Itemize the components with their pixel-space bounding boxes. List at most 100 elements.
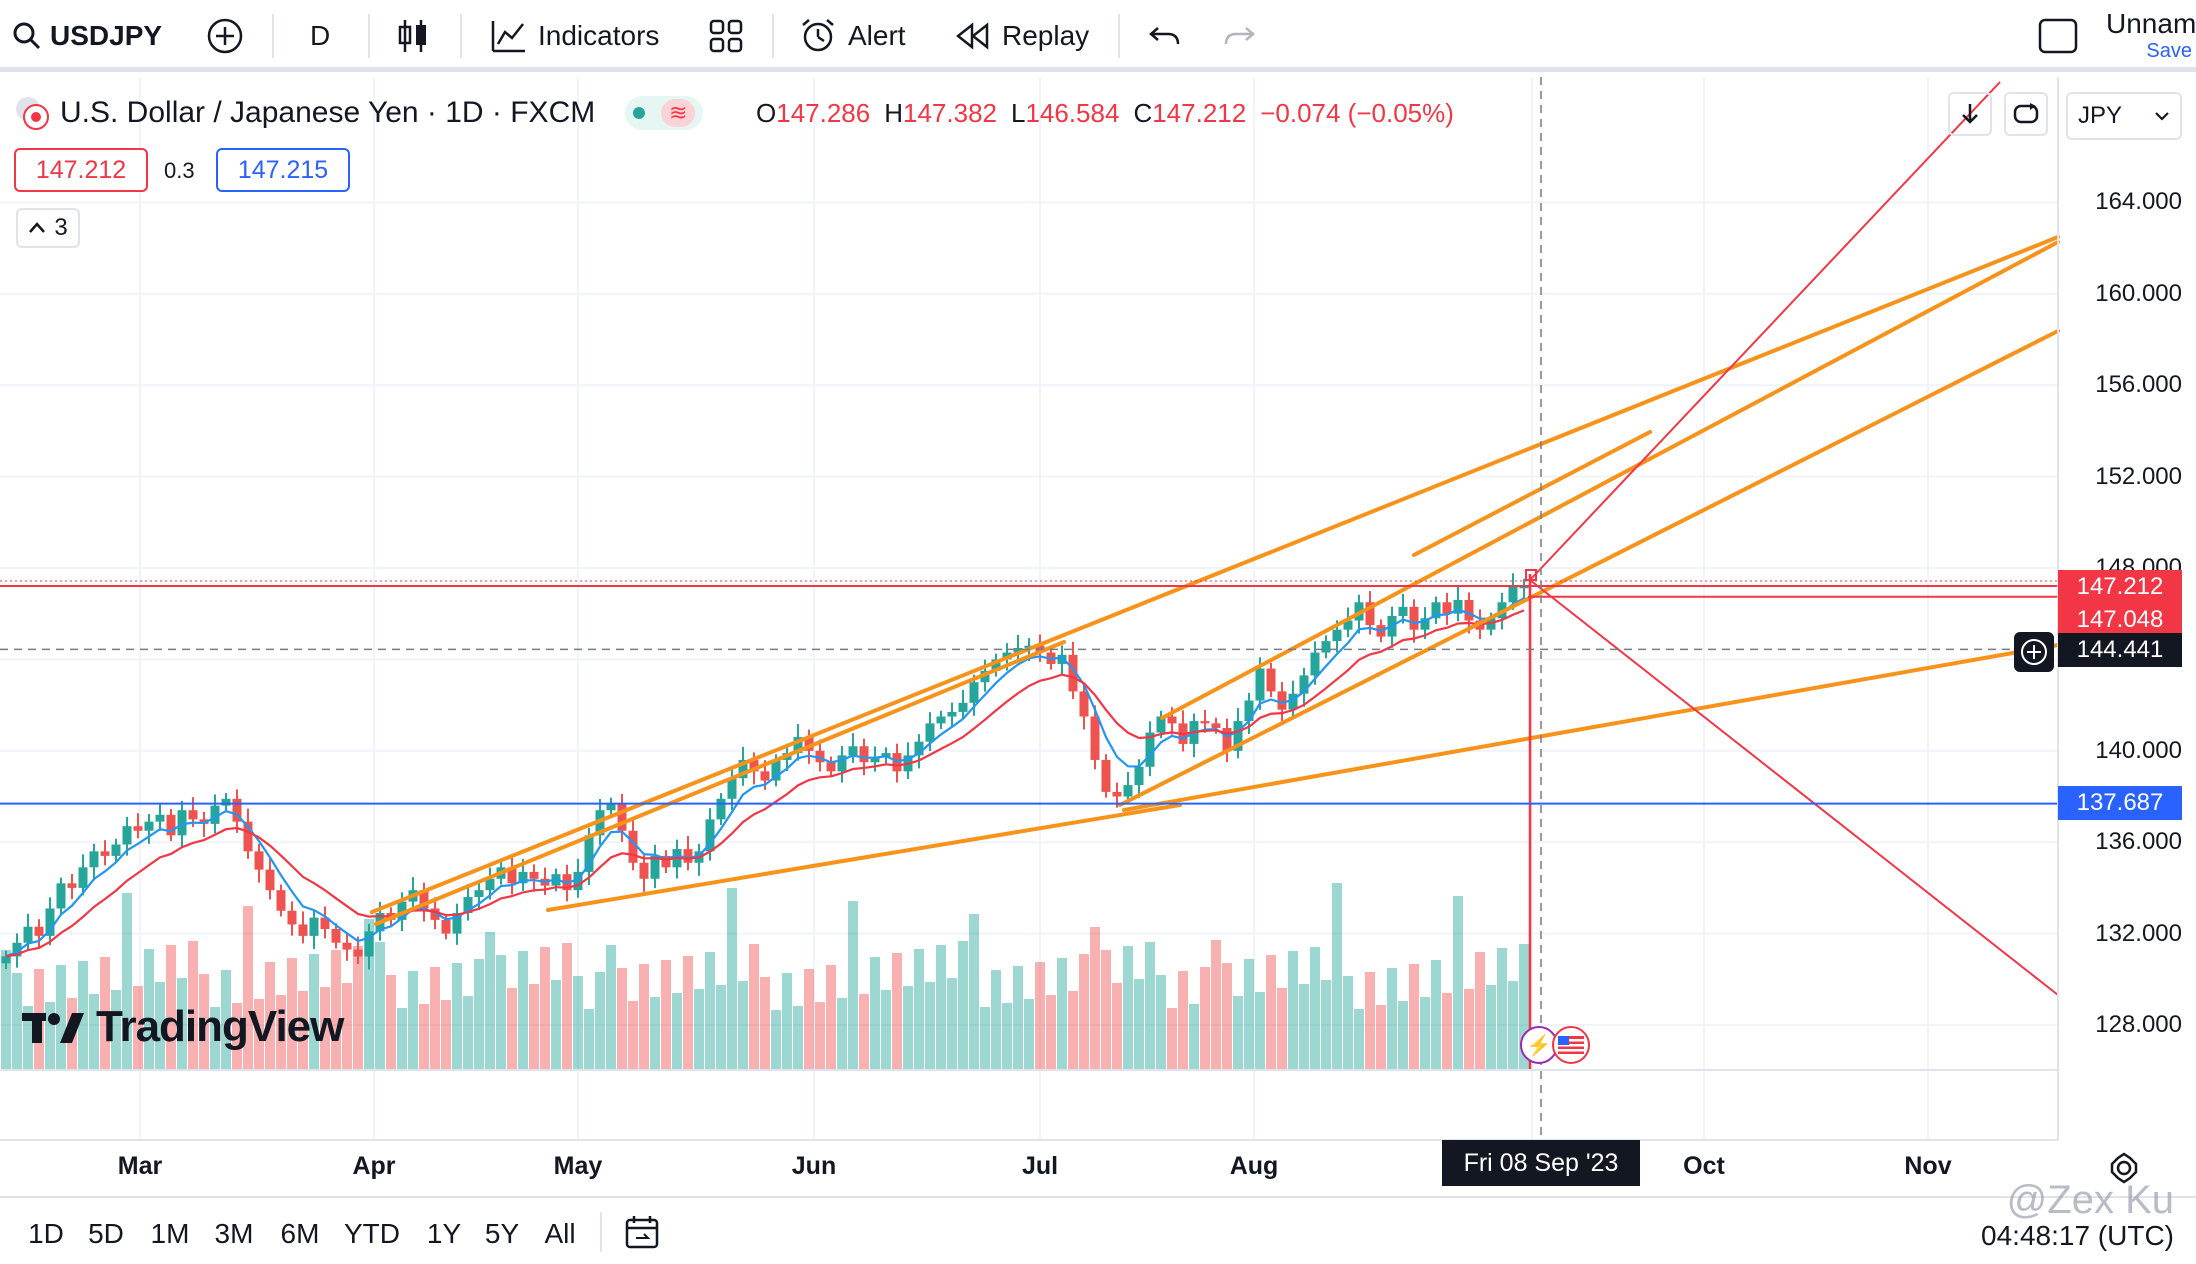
volume-bar — [397, 1008, 407, 1070]
symbol-search[interactable]: USDJPY — [12, 0, 162, 72]
candle-body — [870, 757, 880, 763]
compare-symbol-button[interactable] — [206, 0, 244, 72]
plus-circle-icon — [2021, 639, 2047, 665]
sell-price-button[interactable]: 147.212 — [14, 148, 148, 192]
candle-body — [1442, 602, 1452, 614]
price-tag: 144.441 — [2058, 633, 2182, 667]
volume-bar — [1068, 991, 1078, 1070]
volume-bar — [419, 1004, 429, 1070]
symbol-name: USDJPY — [50, 20, 163, 51]
spread-value: 0.3 — [164, 158, 195, 183]
candle-body — [1398, 606, 1408, 616]
toolbar-divider — [772, 14, 774, 58]
range-button-3m[interactable]: 3M — [214, 1218, 254, 1249]
volume-bar — [1310, 947, 1320, 1070]
chart-type-button[interactable] — [396, 0, 430, 72]
range-button-5y[interactable]: 5Y — [484, 1218, 520, 1249]
toolbar-divider — [1118, 14, 1120, 58]
candle-body — [639, 862, 649, 879]
volume-bar — [1321, 980, 1331, 1070]
candle-body — [23, 926, 33, 943]
time-tick-label: Jul — [1021, 1152, 1059, 1180]
volume-bar — [1299, 984, 1309, 1070]
candle-body — [969, 682, 979, 703]
candle-body — [1431, 602, 1441, 619]
volume-bar — [144, 949, 154, 1070]
range-button-5d[interactable]: 5D — [88, 1218, 124, 1249]
currency-select[interactable]: JPY — [2066, 92, 2182, 140]
range-button-1m[interactable]: 1M — [150, 1218, 190, 1249]
candle-body — [716, 798, 726, 820]
volume-bar — [1255, 992, 1265, 1070]
ema-fast-line — [5, 597, 1525, 958]
volume-bar — [738, 981, 748, 1070]
candle-body — [1519, 586, 1529, 589]
volume-bar — [727, 888, 737, 1070]
range-button-1d[interactable]: 1D — [28, 1218, 64, 1249]
trendline — [374, 640, 1066, 926]
toolbar-divider — [368, 14, 370, 58]
save-link[interactable]: Save — [2146, 40, 2192, 62]
indicators-icon — [491, 21, 525, 53]
utc-clock[interactable]: 04:48:17 (UTC) — [1981, 1220, 2174, 1251]
volume-bar — [848, 901, 858, 1070]
volume-bar — [980, 1007, 990, 1070]
volume-bar — [342, 983, 352, 1070]
add-alert-button[interactable] — [2014, 632, 2054, 672]
candle-body — [342, 942, 352, 950]
candle-body — [1277, 691, 1287, 710]
volume-bar — [936, 945, 946, 1070]
replay-button[interactable]: Replay — [956, 0, 1089, 72]
high-value: 147.382 — [903, 98, 997, 128]
volume-bar — [1409, 964, 1419, 1070]
candle-body — [1420, 618, 1430, 630]
volume-bar — [925, 982, 935, 1070]
range-button-1y[interactable]: 1Y — [426, 1218, 462, 1249]
candle-body — [1310, 652, 1320, 676]
volume-bar — [826, 965, 836, 1070]
candle-body — [111, 844, 121, 856]
date-range-button[interactable] — [622, 1212, 662, 1252]
sync-button[interactable] — [2004, 92, 2048, 136]
indicators-label: Indicators — [538, 20, 660, 51]
chart-settings-button[interactable] — [2106, 1150, 2142, 1186]
candle-body — [815, 750, 825, 763]
time-tick-label: Mar — [117, 1152, 163, 1180]
range-button-all[interactable]: All — [544, 1218, 576, 1249]
tradingview-logo: TradingView — [22, 1002, 344, 1052]
candle-body — [144, 821, 154, 831]
layouts-button[interactable] — [708, 0, 744, 72]
volume-bar — [375, 942, 385, 1070]
buy-price-button[interactable]: 147.215 — [216, 148, 350, 192]
layout-name[interactable]: Unnam — [2106, 8, 2196, 39]
trendline — [1118, 329, 2060, 807]
range-button-6m[interactable]: 6M — [280, 1218, 320, 1249]
candle-body — [1255, 668, 1265, 701]
download-button[interactable] — [1948, 92, 1992, 136]
candle-body — [650, 855, 660, 879]
collapse-indicators-button[interactable]: 3 — [16, 208, 80, 248]
indicators-button[interactable]: Indicators — [490, 0, 659, 72]
fullscreen-button[interactable] — [2038, 0, 2078, 72]
candle-body — [474, 890, 484, 898]
volume-bar — [716, 985, 726, 1070]
candle-body — [67, 883, 77, 888]
volume-bar — [1112, 983, 1122, 1070]
economic-event-icon[interactable] — [1552, 1026, 1590, 1064]
price-chart[interactable] — [0, 0, 2196, 1196]
interval-button[interactable]: D — [310, 20, 331, 51]
undo-button[interactable] — [1148, 0, 1182, 72]
symbol-legend: U.S. Dollar / Japanese Yen · 1D · FXCM ≋ — [14, 93, 704, 133]
cursor-date-tag: Fri 08 Sep '23 — [1442, 1140, 1640, 1186]
market-status-badge[interactable]: ≋ — [625, 96, 704, 130]
volume-bar — [892, 953, 902, 1070]
candle-body — [298, 924, 308, 936]
range-button-ytd[interactable]: YTD — [344, 1218, 400, 1249]
volume-bar — [793, 1006, 803, 1070]
volume-bar — [485, 932, 495, 1070]
redo-button[interactable] — [1222, 0, 1256, 72]
volume-bar — [1002, 1003, 1012, 1070]
volume-bar — [1376, 1005, 1386, 1070]
volume-bar — [1189, 1004, 1199, 1070]
alert-button[interactable]: Alert — [798, 0, 906, 72]
